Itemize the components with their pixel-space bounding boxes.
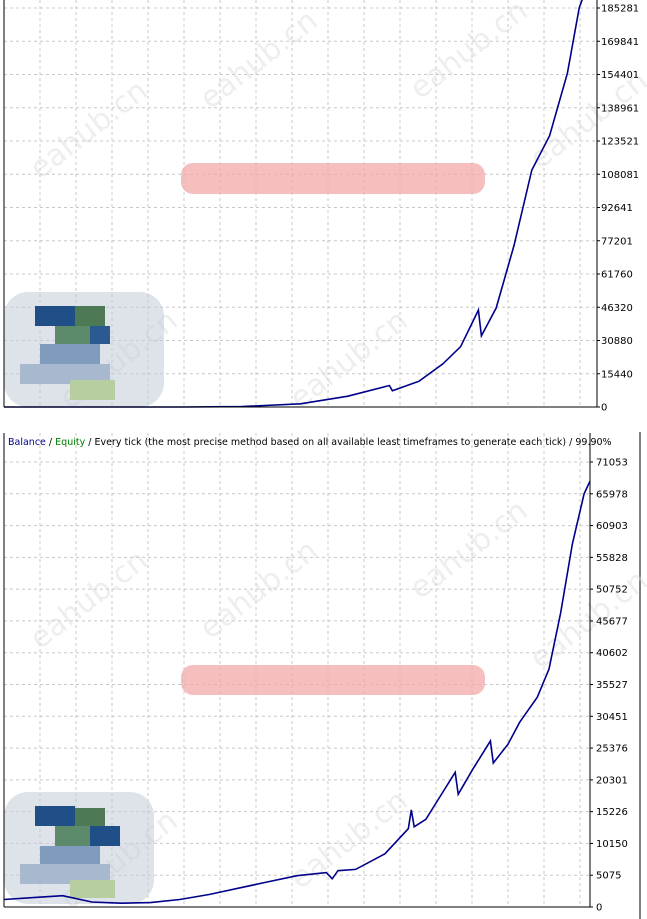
y-tick-label: 138961 — [601, 103, 639, 114]
y-tick-label: 20301 — [596, 775, 628, 786]
y-tick-labels: 185281 169841 154401 138961 123521 108081 9264… — [597, 4, 639, 414]
chart-separator — [0, 424, 647, 430]
y-tick-label: 10150 — [596, 839, 628, 850]
y-tick-label: 154401 — [601, 70, 639, 81]
y-tick-label: 45677 — [596, 616, 628, 627]
y-tick-label: 169841 — [601, 37, 639, 48]
y-tick-labels: 71053 65978 60903 55828 50752 45677 40602 35527… — [590, 458, 628, 914]
watermark-text: eahub.cn — [523, 563, 647, 676]
watermark-text: eahub.cn — [193, 3, 324, 116]
y-tick-label: 5075 — [596, 871, 621, 882]
y-tick-label: 46320 — [601, 303, 633, 314]
legend-separator-slash: / — [49, 437, 53, 448]
y-tick-label: 30451 — [596, 712, 628, 723]
y-tick-label: 108081 — [601, 170, 639, 181]
y-tick-label: 92641 — [601, 203, 633, 214]
y-tick-label: 25376 — [596, 744, 628, 755]
y-tick-label: 0 — [596, 903, 602, 914]
chart-caption: Balance / Equity / Every tick (the most … — [8, 437, 612, 448]
y-tick-label: 71053 — [596, 458, 628, 469]
y-tick-label: 30880 — [601, 336, 633, 347]
balance-equity-chart-bottom: eahub.cn eahub.cn eahub.cneahub.cneahub.cn… — [3, 433, 647, 916]
legend-balance: Balance — [8, 437, 46, 448]
caption-text: / Every tick (the most precise method ba… — [88, 437, 611, 448]
redacted-banner — [181, 665, 485, 695]
watermark-text: eahub.cn — [283, 303, 414, 416]
balance-series-line — [4, 0, 583, 408]
y-tick-label: 77201 — [601, 236, 633, 247]
redacted-logo — [4, 292, 164, 407]
redacted-logo — [4, 792, 154, 904]
y-tick-label: 40602 — [596, 648, 628, 659]
y-tick-label: 61760 — [601, 270, 633, 281]
watermark-text: eahub.cn — [403, 0, 534, 106]
y-tick-label: 185281 — [601, 4, 639, 15]
y-tick-label: 15226 — [596, 807, 628, 818]
y-tick-label: 123521 — [601, 137, 639, 148]
y-tick-label: 55828 — [596, 553, 628, 564]
balance-series-line — [3, 480, 591, 905]
legend-equity: Equity — [55, 437, 85, 448]
y-tick-label: 35527 — [596, 680, 628, 691]
y-tick-label: 0 — [601, 403, 607, 414]
y-tick-label: 50752 — [596, 585, 628, 596]
y-tick-label: 65978 — [596, 489, 628, 500]
watermark-text: eahub.cn — [23, 73, 154, 186]
y-tick-label: 15440 — [601, 369, 633, 380]
watermark-text: eahub.cn — [283, 783, 414, 896]
watermark-text: eahub.cn — [193, 533, 324, 646]
watermark-text: eahub.cn — [23, 543, 154, 656]
redacted-banner — [181, 163, 485, 194]
y-tick-label: 60903 — [596, 521, 628, 532]
